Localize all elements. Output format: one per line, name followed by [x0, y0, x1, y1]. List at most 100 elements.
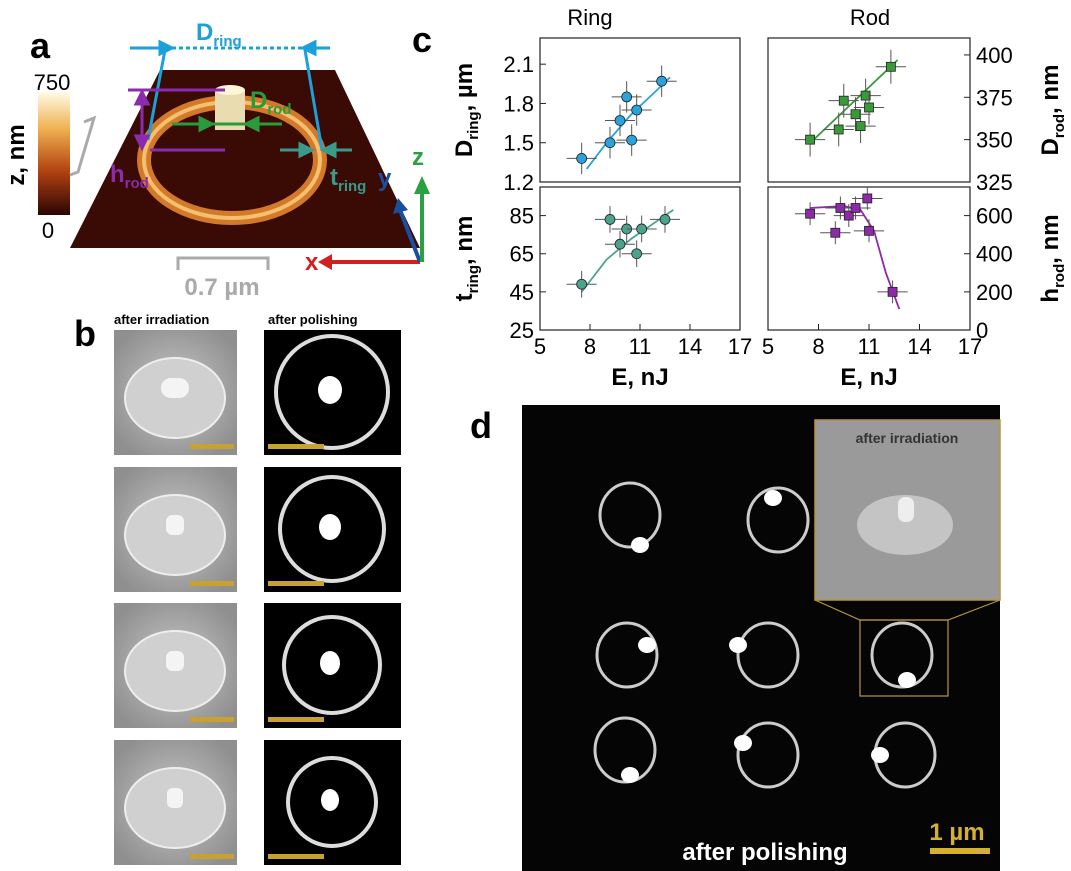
x-tick-label: 11: [858, 334, 881, 359]
scale-bar: [930, 848, 990, 854]
label-main: D: [451, 140, 478, 157]
fit-line: [587, 77, 670, 169]
scale-bar: [190, 717, 234, 722]
label-sub: ring: [338, 178, 366, 195]
point: [660, 214, 670, 224]
column-title: Rod: [850, 5, 890, 30]
y-tick-label: 600: [976, 204, 1013, 229]
label-sub: rod: [125, 175, 149, 192]
y-axis-label: hrod, nm: [1037, 214, 1068, 302]
scale-bar: [190, 581, 234, 586]
x-tick-label: 17: [728, 334, 752, 359]
axis-name: y: [378, 165, 392, 192]
point: [865, 103, 874, 112]
point: [834, 125, 843, 134]
axis-name: x: [305, 249, 319, 276]
x-axis-label: E, nJ: [611, 364, 668, 391]
x-tick-label: 11: [629, 334, 652, 359]
point: [839, 96, 848, 105]
point: [888, 287, 897, 296]
afm-panel: 750 0 z, nm Dring Drod hrod tring 0.7 µm…: [3, 19, 430, 301]
scale-label: 0.7 µm: [184, 274, 259, 301]
y-axis-label: Drod, nm: [1037, 65, 1068, 156]
scale-bar: [268, 581, 324, 586]
arrow-head: [318, 254, 332, 270]
y-tick-label: 1.8: [503, 91, 534, 116]
panel-label: b: [74, 313, 96, 354]
y-tick-label: 200: [976, 280, 1013, 305]
label-unit: , nm: [1037, 65, 1064, 114]
x-tick-label: 5: [762, 334, 774, 359]
sem-rod: [166, 515, 184, 535]
label-main: t: [451, 293, 478, 301]
scale-bar: [268, 717, 324, 722]
label-unit: , µm: [451, 63, 478, 112]
y-tick-label: 375: [976, 85, 1013, 110]
label-sub: ring: [213, 33, 241, 50]
sem-rod: [166, 651, 184, 671]
polished-rod: [638, 637, 656, 653]
point: [627, 135, 637, 145]
x-tick-label: 17: [958, 334, 982, 359]
x-tick-label: 14: [907, 334, 931, 359]
bracket: [70, 118, 94, 175]
point: [856, 122, 865, 131]
polished-rod: [734, 735, 752, 751]
point: [632, 249, 642, 259]
sem-rod: [167, 788, 183, 808]
label-sub: ring: [465, 111, 482, 139]
point: [851, 110, 860, 119]
y-tick-label: 400: [976, 43, 1013, 68]
y-tick-label: 45: [510, 280, 534, 305]
y-tick-label: 350: [976, 128, 1013, 153]
sem-panel: after irradiation after polishing: [114, 312, 401, 865]
point: [632, 105, 642, 115]
label-main: t: [330, 164, 338, 191]
fit-line: [810, 60, 898, 143]
point: [865, 226, 874, 235]
sem-rod: [161, 378, 189, 398]
x-tick-label: 5: [534, 334, 546, 359]
scale-bracket: [178, 258, 268, 270]
colorbar-label: z, nm: [3, 124, 30, 185]
colorbar: [38, 92, 70, 215]
point: [831, 228, 840, 237]
point: [622, 92, 632, 102]
label-sub: rod: [267, 101, 291, 118]
plot-frame: [540, 187, 740, 330]
point: [615, 239, 625, 249]
column-header: after irradiation: [114, 312, 209, 327]
colorbar-tick: 0: [42, 218, 54, 243]
axis-name: z: [412, 144, 424, 171]
label-main: D: [250, 87, 267, 114]
y-tick-label: 400: [976, 242, 1013, 267]
polished-rod: [321, 789, 339, 811]
polished-rod: [764, 490, 782, 506]
inset-label: after irradiation: [856, 430, 959, 446]
column-header: after polishing: [268, 312, 358, 327]
polished-array: after irradiation after polishing 1 µm: [522, 405, 1000, 871]
y-tick-label: 1.5: [503, 131, 534, 156]
point: [851, 203, 860, 212]
scale-bar: [190, 444, 234, 449]
panel-label: a: [30, 25, 51, 66]
fit-line: [810, 206, 899, 309]
x-tick-label: 8: [584, 334, 596, 359]
scale-label: 1 µm: [929, 819, 984, 846]
y-tick-label: 65: [510, 242, 534, 267]
fit-line: [582, 210, 674, 292]
label-unit: , nm: [451, 216, 478, 265]
polished-rod: [318, 376, 342, 404]
caption: after polishing: [682, 839, 847, 866]
x-tick-label: 8: [812, 334, 824, 359]
polished-rod: [898, 672, 916, 688]
scale-bar: [190, 854, 234, 859]
point: [577, 153, 587, 163]
label-main: h: [110, 161, 125, 188]
point: [863, 194, 872, 203]
polished-rod: [631, 537, 649, 553]
label-main: D: [196, 19, 213, 46]
column-title: Ring: [567, 5, 612, 30]
point: [605, 138, 615, 148]
polished-rod: [621, 767, 639, 783]
